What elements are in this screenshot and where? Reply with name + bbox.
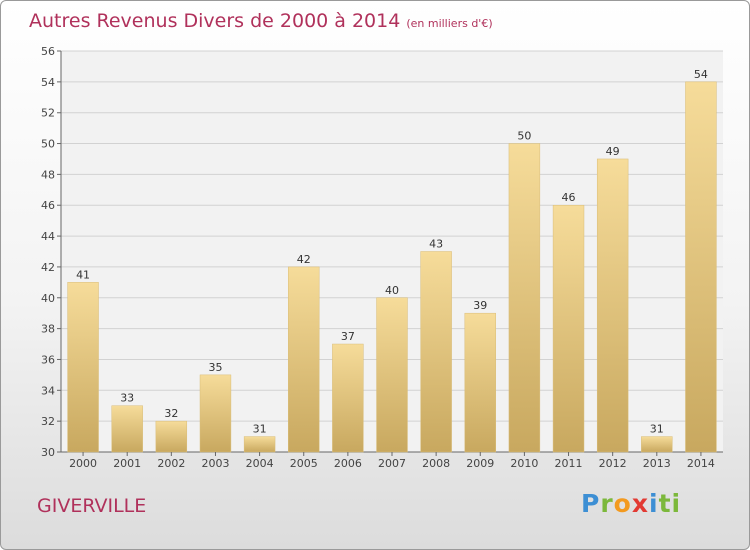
- place-name: GIVERVILLE: [37, 495, 147, 517]
- x-tick-label: 2003: [201, 457, 229, 470]
- value-label: 43: [429, 238, 443, 251]
- y-tick-label: 38: [41, 323, 55, 336]
- y-tick-label: 44: [41, 230, 55, 243]
- y-tick-label: 36: [41, 353, 55, 366]
- value-label: 50: [517, 130, 531, 143]
- y-tick-label: 40: [41, 292, 55, 305]
- y-tick-label: 52: [41, 107, 55, 120]
- value-label: 40: [385, 284, 399, 297]
- bar: [508, 143, 541, 453]
- bar: [67, 282, 99, 453]
- logo-letter: ti: [658, 489, 682, 518]
- y-tick-label: 46: [41, 199, 55, 212]
- bar: [552, 204, 585, 453]
- y-tick-label: 56: [41, 45, 55, 58]
- value-label: 46: [562, 191, 576, 204]
- chart-title-block: Autres Revenus Divers de 2000 à 2014 (en …: [29, 10, 493, 32]
- bar: [596, 158, 629, 453]
- value-label: 41: [76, 268, 90, 281]
- bar: [199, 374, 232, 453]
- x-tick-label: 2013: [643, 457, 671, 470]
- x-tick-label: 2000: [69, 457, 97, 470]
- x-tick-label: 2006: [334, 457, 362, 470]
- value-label: 35: [208, 361, 222, 374]
- y-tick-label: 30: [41, 446, 55, 459]
- value-label: 42: [297, 253, 311, 266]
- x-tick-label: 2001: [113, 457, 141, 470]
- bar: [641, 436, 673, 453]
- x-tick-label: 2011: [555, 457, 583, 470]
- value-label: 31: [650, 423, 664, 436]
- x-tick-label: 2004: [246, 457, 274, 470]
- bar: [376, 297, 408, 453]
- bar: [464, 312, 496, 453]
- bar: [420, 251, 452, 453]
- chart-title: Autres Revenus Divers de 2000 à 2014: [29, 10, 401, 32]
- x-tick-label: 2005: [290, 457, 318, 470]
- x-tick-label: 2009: [466, 457, 494, 470]
- bar: [243, 436, 276, 453]
- value-label: 39: [473, 299, 487, 312]
- bar: [288, 266, 320, 453]
- x-tick-label: 2007: [378, 457, 406, 470]
- x-tick-label: 2002: [157, 457, 185, 470]
- value-label: 32: [164, 407, 178, 420]
- bar: [111, 405, 143, 453]
- logo-letter: P: [581, 489, 601, 518]
- logo-letter: i: [649, 489, 659, 518]
- y-tick-label: 34: [41, 384, 55, 397]
- bar: [332, 343, 364, 453]
- logo-letter: o: [613, 489, 632, 518]
- y-tick-label: 42: [41, 261, 55, 274]
- value-label: 54: [694, 68, 708, 81]
- chart-subtitle: (en milliers d'€): [406, 17, 493, 30]
- x-tick-label: 2014: [687, 457, 715, 470]
- value-label: 31: [253, 423, 267, 436]
- y-tick-label: 48: [41, 168, 55, 181]
- x-tick-label: 2010: [510, 457, 538, 470]
- x-tick-label: 2012: [599, 457, 627, 470]
- bar: [685, 81, 717, 453]
- value-label: 37: [341, 330, 355, 343]
- y-tick-label: 50: [41, 138, 55, 151]
- bar: [155, 420, 188, 453]
- x-tick-label: 2008: [422, 457, 450, 470]
- value-label: 49: [606, 145, 620, 158]
- y-tick-label: 54: [41, 76, 55, 89]
- value-label: 33: [120, 392, 134, 405]
- logo-letter: r: [600, 489, 614, 518]
- logo-letter: x: [631, 489, 649, 518]
- proxiti-logo: Proxiti: [581, 489, 681, 518]
- y-tick-label: 32: [41, 415, 55, 428]
